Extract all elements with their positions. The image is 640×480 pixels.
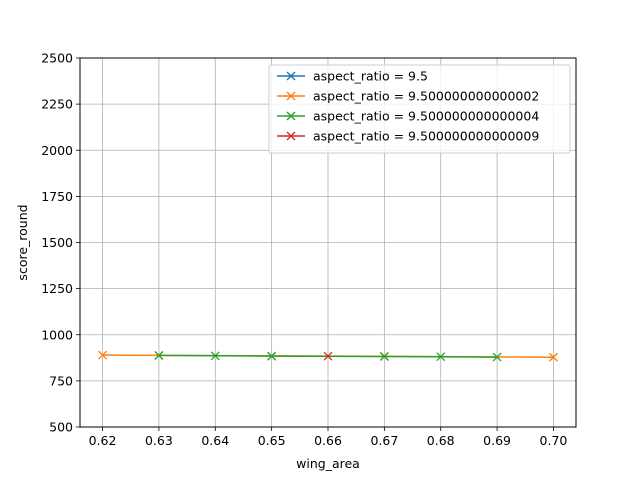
legend-marker bbox=[286, 131, 296, 141]
y-tick-label: 750 bbox=[49, 373, 73, 388]
legend-label: aspect_ratio = 9.500000000000009 bbox=[313, 129, 539, 144]
marker-stroke bbox=[379, 352, 389, 361]
marker-stroke bbox=[286, 131, 296, 141]
x-tick-label: 0.70 bbox=[540, 433, 568, 448]
y-tick-label: 1750 bbox=[41, 189, 73, 204]
data-point bbox=[492, 352, 502, 362]
x-tick-label: 0.67 bbox=[370, 433, 398, 448]
x-axis-label: wing_area bbox=[296, 456, 360, 471]
legend-entry: aspect_ratio = 9.500000000000002 bbox=[277, 89, 539, 104]
data-point bbox=[436, 352, 446, 362]
marker-stroke bbox=[286, 111, 296, 121]
legend: aspect_ratio = 9.5 aspect_ratio = 9.50000… bbox=[268, 64, 571, 154]
x-tick-label: 0.68 bbox=[427, 433, 455, 448]
data-point bbox=[98, 350, 108, 360]
marker-stroke bbox=[436, 352, 446, 362]
y-axis-label: score_round bbox=[15, 204, 30, 280]
legend-box bbox=[268, 64, 571, 154]
y-tick-label: 500 bbox=[49, 420, 73, 435]
marker-stroke bbox=[323, 351, 333, 361]
marker-stroke bbox=[267, 351, 277, 361]
y-tick-label: 1500 bbox=[41, 235, 73, 250]
series-layer bbox=[98, 350, 558, 362]
marker-stroke bbox=[286, 71, 296, 81]
y-tick-label: 2500 bbox=[41, 51, 73, 66]
data-point bbox=[154, 350, 164, 360]
ticks: 0.62 0.63 0.64 0.65 0.66 0.67 0.68 0.69 0.70 500 7… bbox=[41, 51, 567, 449]
y-tick-label: 1000 bbox=[41, 327, 73, 342]
series bbox=[323, 351, 333, 361]
x-tick-label: 0.62 bbox=[89, 433, 117, 448]
data-point bbox=[548, 352, 558, 362]
legend-marker bbox=[286, 111, 296, 121]
marker-stroke bbox=[548, 352, 558, 362]
legend-marker bbox=[286, 91, 296, 101]
data-point bbox=[267, 351, 277, 361]
legend-label: aspect_ratio = 9.5 bbox=[313, 69, 428, 84]
marker-stroke bbox=[154, 350, 164, 360]
marker-stroke bbox=[492, 352, 502, 362]
marker-stroke bbox=[286, 91, 296, 101]
x-tick-label: 0.65 bbox=[258, 433, 286, 448]
marker-stroke bbox=[98, 350, 108, 360]
legend-entry: aspect_ratio = 9.5 bbox=[277, 69, 428, 84]
legend-label: aspect_ratio = 9.500000000000004 bbox=[313, 109, 539, 124]
legend-entry: aspect_ratio = 9.500000000000004 bbox=[277, 109, 539, 124]
data-point bbox=[210, 351, 220, 361]
x-tick-label: 0.66 bbox=[314, 433, 342, 448]
legend-label: aspect_ratio = 9.500000000000002 bbox=[313, 89, 539, 104]
x-tick-label: 0.69 bbox=[483, 433, 511, 448]
y-tick-label: 2250 bbox=[41, 97, 73, 112]
x-tick-label: 0.64 bbox=[201, 433, 229, 448]
x-tick-label: 0.63 bbox=[145, 433, 173, 448]
data-point bbox=[379, 352, 389, 361]
y-tick-label: 2000 bbox=[41, 143, 73, 158]
data-point bbox=[323, 351, 333, 361]
legend-marker bbox=[286, 71, 296, 81]
y-tick-label: 1250 bbox=[41, 281, 73, 296]
marker-stroke bbox=[210, 351, 220, 361]
legend-entry: aspect_ratio = 9.500000000000009 bbox=[277, 129, 539, 144]
